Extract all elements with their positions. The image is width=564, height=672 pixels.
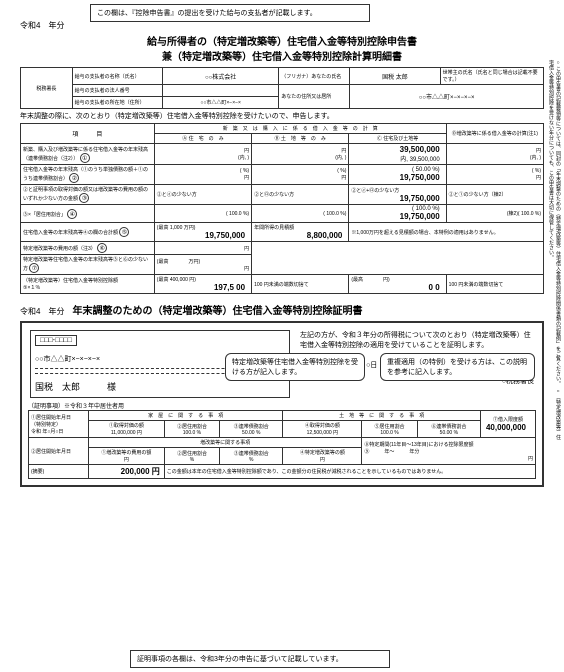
- ct-b: ②居住用割合100.0 %: [164, 421, 219, 438]
- postal: □□□-□□□□: [35, 335, 77, 346]
- ct-ren: 増改築等に関する事項: [89, 438, 362, 448]
- r7-a: (最高 万円)円: [154, 255, 251, 275]
- callout-mid2: 重複適用（の特例）を受ける方は、この説明を参考に記入します。: [380, 353, 535, 381]
- col-b: Ⓑ 土 地 等 の み: [252, 134, 349, 144]
- payer-name: ○○株式会社: [163, 68, 279, 85]
- ct-f: ⑥連帯債務割合50.00 %: [417, 421, 480, 438]
- ct-remark-note: この金額は本年の住宅借入金等特別控除額であり、この金額分の住民税が減税されること…: [164, 465, 535, 479]
- r6-space: [252, 242, 544, 275]
- payer-name-label: 給与の支払者の名称（氏名）: [72, 68, 162, 85]
- r1-label: 新築、購入及び増改築等に係る住宅借入金等の年末残高（連帯債務割合（注2）） ①: [21, 144, 155, 165]
- callout-bottom: 証明事項の各欄は、令和3年分の申告に基づいて記載しています。: [130, 650, 390, 668]
- title-line1: 給与所得者の（特定増改築等）住宅借入金等特別控除申告書: [20, 33, 544, 48]
- ct-house: 家 屋 に 関 す る 事 項: [89, 411, 283, 421]
- r8-a: (最高 400,000 円)197,5 00: [154, 275, 251, 294]
- ct-d: ④取得対価の額12,500,000 円: [283, 421, 362, 438]
- cert-box: □□□-□□□□ ○○市△△町×−×−×−× 国税 太郎 様 左記の方が、令和３…: [20, 321, 544, 487]
- ct-limit: ⑧特定期間(11年目～13年目)における控除限度額⑨ 年～ 年分円: [362, 438, 536, 465]
- payer-id: [163, 85, 279, 97]
- ct-remark-val: 200,000 円: [89, 465, 165, 479]
- document: 令和4 年分 給与所得者の（特定増改築等）住宅借入金等特別控除申告書 兼（特定増…: [20, 20, 544, 487]
- r5-a: (最高 1,000 万円)19,750,000: [154, 223, 251, 242]
- proof-label: （証明事項）※令和３年中居住者用: [28, 401, 536, 410]
- r8-b: 100 円未満の端数切捨て: [252, 275, 349, 294]
- r3-label: ②と証明事項の取得対価の額又は増改築等の費用の額のいずれか少ない方の金額 ③: [21, 185, 155, 205]
- col-item: 項 目: [21, 124, 155, 144]
- ct-ra: ①増改築等の費用の額円: [89, 448, 165, 465]
- ct-start2: ②居住開始年月日: [29, 438, 89, 465]
- r1-a: 円(内, ): [154, 144, 251, 165]
- r4-c: ( 100.0 %)19,750,000: [349, 205, 446, 223]
- payer-addr: ○○市△△町×−×−×: [163, 97, 279, 109]
- ct-e: ⑤居住用割合100.0 %: [362, 421, 417, 438]
- r2-a: ( %)円: [154, 165, 251, 185]
- r6-a: 円: [154, 242, 251, 255]
- r5-b: 年間所得の見積額8,800,000: [252, 223, 349, 242]
- r4-b: ( 100.0 %): [252, 205, 349, 223]
- col-c: Ⓒ 住宅及び土地等: [349, 134, 446, 144]
- r4-label: ③×「居住用割合」 ④: [21, 205, 155, 223]
- addr-you: ○○市△△町×−×−×−×: [350, 85, 544, 109]
- r3-c: ②と㋑+㋺の少ない方19,750,000: [349, 185, 446, 205]
- r1-b: 円(内, ): [252, 144, 349, 165]
- ct-c: ③連帯債務割合50.00 %: [220, 421, 283, 438]
- cert-table: ①居住開始年月日（特別特定）令和 年○月○日 家 屋 に 関 す る 事 項 土…: [28, 410, 536, 479]
- callout-mid1: 特定増改築等住宅借入金等特別控除を受ける方が記入します。: [225, 353, 365, 381]
- ct-start1: ①居住開始年月日（特別特定）令和 年○月○日: [29, 411, 89, 438]
- r8-d: 100 円未満の端数切捨て: [446, 275, 543, 294]
- r8-label: （特定増改築等）住宅借入金等特別控除額⑤×１％: [21, 275, 155, 294]
- r4-a: ( 100.0 %): [154, 205, 251, 223]
- calc-table: 項 目 新 築 又 は 購 入 に 係 る 借 入 金 等 の 計 算 Ⓓ増改築…: [20, 123, 544, 294]
- payer-addr-label: 給与の支払者の所在地（住所）: [72, 97, 162, 109]
- intro-text: 年末調整の際に、次のとおり（特定増改築等）住宅借入金等特別控除を受けたいので、申…: [20, 111, 544, 121]
- col-a: Ⓐ 住 宅 の み: [154, 134, 251, 144]
- r3-b: ②と㋺の少ない方: [252, 185, 349, 205]
- r4-d: (棟2)( 100.0 %): [446, 205, 543, 223]
- worker-note: 世帯主の氏名（氏名と同じ場合は記載不要です。）: [440, 68, 543, 85]
- r3-d: ②と①の少ない方（棟2）: [446, 185, 543, 205]
- office-cell: 税務署長: [21, 68, 73, 109]
- ct-rd: ④特定増改築等の額円: [283, 448, 362, 465]
- callout-top: この欄は、『控除申告書』の提出を受けた給与の支払者が記載します。: [90, 4, 370, 22]
- ct-g: ⑦借入限度額40,000,000: [481, 411, 536, 438]
- cert-text: 左記の方が、令和３年分の所得税について次のとおり（特定増改築等）住宅借入金等特別…: [300, 330, 534, 350]
- worker-name: 国税 太郎: [350, 68, 440, 85]
- r2-b: ( %)円: [252, 165, 349, 185]
- r5-note: ※1,000万円を超える見積額の場合、本特例の適用はありません。: [349, 223, 544, 242]
- side-note: ○この申告書の記載要領等については、同封の「年末調整のための（特定増改築等）住宅…: [552, 60, 562, 440]
- title-line2: 兼（特定増改築等）住宅借入金等特別控除計算明細書: [20, 48, 544, 63]
- r2-label: 住宅借入金等の年末残高（①のうち単独債務の額＋①のうち連帯債務割合） ②: [21, 165, 155, 185]
- payer-id-label: 給与の支払者の法人番号: [72, 85, 162, 97]
- r8-c: (最高 円)0 0: [349, 275, 446, 294]
- col-d: Ⓓ増改築等に係る借入金等の計算(注1): [446, 124, 543, 144]
- ct-a: ①取得対価の額11,000,000 円: [89, 421, 165, 438]
- r2-c: ( 50.00 %)19,750,000: [349, 165, 446, 185]
- ct-rc: ③連帯債務割合%: [220, 448, 283, 465]
- cert-year: 令和4 年分 年末調整のための（特定増改築等）住宅借入金等特別控除証明書: [20, 302, 544, 317]
- r7-label: 特定増改築等住宅借入金等の年末残高等③と⑥の少ない方 ⑦: [21, 255, 155, 275]
- ct-remark-label: (摘要): [29, 465, 89, 479]
- r1-c: 39,500,000内, 39,500,000: [349, 144, 446, 165]
- r1-d: 円(内, ): [446, 144, 543, 165]
- cert-name: 国税 太郎 様: [35, 380, 285, 393]
- r3-a: ②と㋑の少ない方: [154, 185, 251, 205]
- r6-label: 特定増改築等の費用の額（注3） ⑥: [21, 242, 155, 255]
- header-table: 税務署長 給与の支払者の名称（氏名） ○○株式会社 （フリガナ）あなたの氏名 国…: [20, 67, 544, 109]
- col-new: 新 築 又 は 購 入 に 係 る 借 入 金 等 の 計 算: [154, 124, 446, 134]
- r2-d: ( %)円: [446, 165, 543, 185]
- r5-label: 住宅借入金等の年末残高等④の欄の合計額 ⑤: [21, 223, 155, 242]
- ct-land: 土 地 等 に 関 す る 事 項: [283, 411, 481, 421]
- furigana-label: （フリガナ）あなたの氏名: [279, 68, 350, 85]
- title: 給与所得者の（特定増改築等）住宅借入金等特別控除申告書 兼（特定増改築等）住宅借…: [20, 33, 544, 63]
- ct-rb: ②居住用割合%: [164, 448, 219, 465]
- addr-you-label: あなたの住所又は居所: [279, 85, 350, 109]
